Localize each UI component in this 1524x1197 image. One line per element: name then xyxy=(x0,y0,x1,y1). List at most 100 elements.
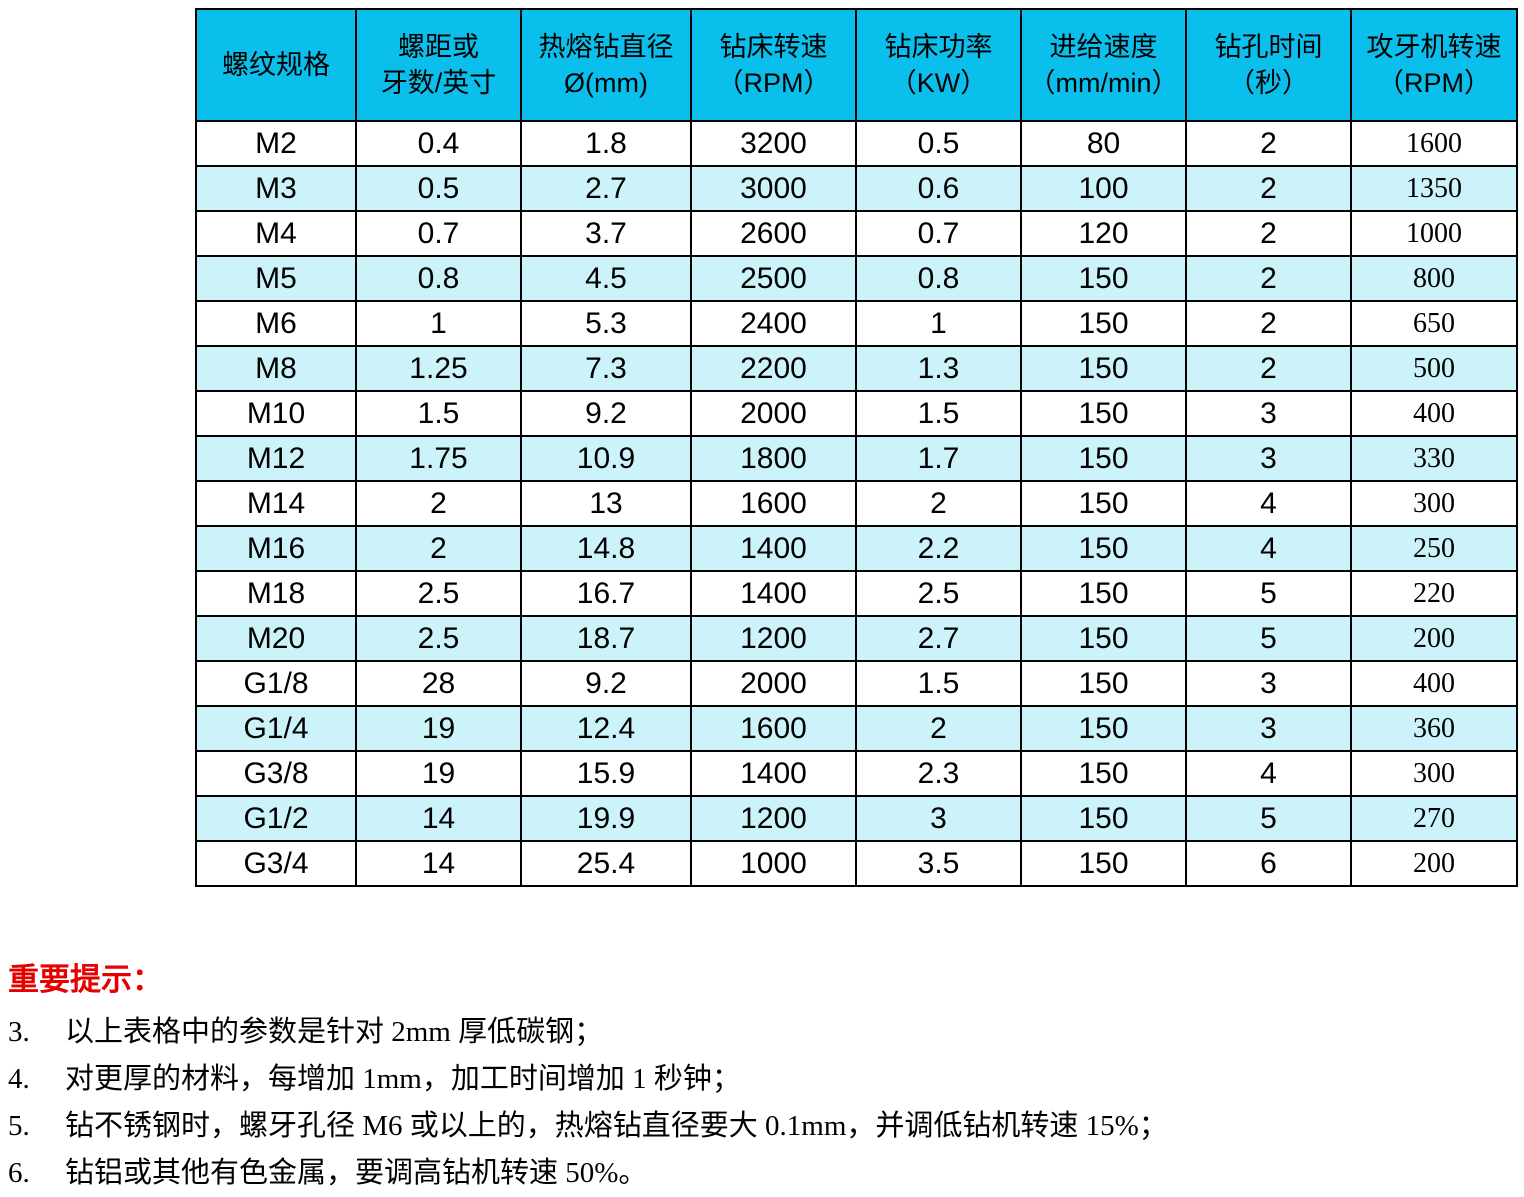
value-cell: 0.4 xyxy=(355,120,522,167)
value-cell: 7.3 xyxy=(520,345,692,392)
value-cell: 150 xyxy=(1020,300,1187,347)
value-cell: 19 xyxy=(355,750,522,797)
value-cell: 150 xyxy=(1020,705,1187,752)
value-cell: 14 xyxy=(355,795,522,842)
value-cell: 150 xyxy=(1020,840,1187,887)
value-cell: 10.9 xyxy=(520,435,692,482)
value-cell: 270 xyxy=(1350,795,1518,842)
value-cell: 150 xyxy=(1020,435,1187,482)
value-cell: 1600 xyxy=(1350,120,1518,167)
note-number: 4. xyxy=(8,1063,30,1095)
note-number: 6. xyxy=(8,1157,30,1189)
value-cell: 1.5 xyxy=(855,660,1022,707)
value-cell: 80 xyxy=(1020,120,1187,167)
value-cell: 200 xyxy=(1350,840,1518,887)
value-cell: 2000 xyxy=(690,390,857,437)
value-cell: 3 xyxy=(1185,435,1352,482)
thread-size-cell: M12 xyxy=(195,435,357,482)
value-cell: 650 xyxy=(1350,300,1518,347)
value-cell: 120 xyxy=(1020,210,1187,257)
value-cell: 19 xyxy=(355,705,522,752)
notes-section: 重要提示： 3. 以上表格中的参数是针对 2mm 厚低碳钢； 4. 对更厚的材料，每增… xyxy=(8,960,1508,1197)
value-cell: 0.5 xyxy=(355,165,522,212)
value-cell: 250 xyxy=(1350,525,1518,572)
value-cell: 150 xyxy=(1020,390,1187,437)
value-cell: 1.8 xyxy=(520,120,692,167)
value-cell: 220 xyxy=(1350,570,1518,617)
value-cell: 1400 xyxy=(690,750,857,797)
table-row: M14 2 13 1600 2 150 4 300 xyxy=(195,480,1518,527)
notes-list: 3. 以上表格中的参数是针对 2mm 厚低碳钢； 4. 对更厚的材料，每增加 1mm，… xyxy=(8,1009,1508,1197)
table-row: M6 1 5.3 2400 1 150 2 650 xyxy=(195,300,1518,347)
value-cell: 1000 xyxy=(1350,210,1518,257)
value-cell: 150 xyxy=(1020,660,1187,707)
value-cell: 28 xyxy=(355,660,522,707)
value-cell: 150 xyxy=(1020,750,1187,797)
value-cell: 1.75 xyxy=(355,435,522,482)
note-item: 3. 以上表格中的参数是针对 2mm 厚低碳钢； xyxy=(8,1009,1508,1056)
value-cell: 14 xyxy=(355,840,522,887)
value-cell: 9.2 xyxy=(520,390,692,437)
note-number: 5. xyxy=(8,1110,30,1142)
value-cell: 4 xyxy=(1185,750,1352,797)
value-cell: 1350 xyxy=(1350,165,1518,212)
value-cell: 3.7 xyxy=(520,210,692,257)
note-number: 3. xyxy=(8,1016,30,1048)
table-row: M16 2 14.8 1400 2.2 150 4 250 xyxy=(195,525,1518,572)
table-row: G1/8 28 9.2 2000 1.5 150 3 400 xyxy=(195,660,1518,707)
value-cell: 1.5 xyxy=(855,390,1022,437)
value-cell: 2 xyxy=(1185,210,1352,257)
value-cell: 1.25 xyxy=(355,345,522,392)
thread-size-cell: M14 xyxy=(195,480,357,527)
table-row: M8 1.25 7.3 2200 1.3 150 2 500 xyxy=(195,345,1518,392)
value-cell: 2 xyxy=(355,525,522,572)
value-cell: 400 xyxy=(1350,390,1518,437)
table-row: G1/4 19 12.4 1600 2 150 3 360 xyxy=(195,705,1518,752)
note-item: 4. 对更厚的材料，每增加 1mm，加工时间增加 1 秒钟； xyxy=(8,1056,1508,1103)
table-header: 螺纹规格 螺距或 牙数/英寸 热熔钻直径 Ø(mm) 钻床转速 （RPM） 钻床功率 （KW）进… xyxy=(195,8,1518,122)
table-row: G1/2 14 19.9 1200 3 150 5 270 xyxy=(195,795,1518,842)
value-cell: 3 xyxy=(1185,390,1352,437)
value-cell: 2.5 xyxy=(355,615,522,662)
table-body: M2 0.4 1.8 3200 0.5 80 2 1600 M3 0.5 2.7 3000 0.6 100… xyxy=(195,120,1518,887)
column-header-3: 热熔钻直径 Ø(mm) xyxy=(520,8,692,122)
value-cell: 12.4 xyxy=(520,705,692,752)
table-row: M20 2.5 18.7 1200 2.7 150 5 200 xyxy=(195,615,1518,662)
value-cell: 2.3 xyxy=(855,750,1022,797)
column-header-6: 进给速度 （mm/min） xyxy=(1020,8,1187,122)
value-cell: 2 xyxy=(1185,345,1352,392)
value-cell: 2.2 xyxy=(855,525,1022,572)
value-cell: 150 xyxy=(1020,525,1187,572)
value-cell: 1200 xyxy=(690,615,857,662)
note-text: 对更厚的材料，每增加 1mm，加工时间增加 1 秒钟； xyxy=(65,1063,741,1095)
table-header-row: 螺纹规格 螺距或 牙数/英寸 热熔钻直径 Ø(mm) 钻床转速 （RPM） 钻床功率 （KW）进… xyxy=(195,8,1518,122)
table-row: M4 0.7 3.7 2600 0.7 120 2 1000 xyxy=(195,210,1518,257)
value-cell: 400 xyxy=(1350,660,1518,707)
value-cell: 15.9 xyxy=(520,750,692,797)
value-cell: 1000 xyxy=(690,840,857,887)
notes-title: 重要提示： xyxy=(8,962,163,997)
table-row: M10 1.5 9.2 2000 1.5 150 3 400 xyxy=(195,390,1518,437)
thread-size-cell: G1/2 xyxy=(195,795,357,842)
value-cell: 3.5 xyxy=(855,840,1022,887)
thread-size-cell: G1/8 xyxy=(195,660,357,707)
column-header-1: 螺纹规格 xyxy=(195,8,357,122)
thread-size-cell: M5 xyxy=(195,255,357,302)
thread-size-cell: M4 xyxy=(195,210,357,257)
value-cell: 2.7 xyxy=(520,165,692,212)
value-cell: 2 xyxy=(1185,165,1352,212)
table-row: M3 0.5 2.7 3000 0.6 100 2 1350 xyxy=(195,165,1518,212)
value-cell: 300 xyxy=(1350,480,1518,527)
table-row: M18 2.5 16.7 1400 2.5 150 5 220 xyxy=(195,570,1518,617)
value-cell: 100 xyxy=(1020,165,1187,212)
value-cell: 14.8 xyxy=(520,525,692,572)
value-cell: 2 xyxy=(1185,120,1352,167)
value-cell: 4 xyxy=(1185,525,1352,572)
value-cell: 2400 xyxy=(690,300,857,347)
value-cell: 1 xyxy=(355,300,522,347)
value-cell: 0.8 xyxy=(855,255,1022,302)
value-cell: 2 xyxy=(1185,255,1352,302)
value-cell: 5 xyxy=(1185,615,1352,662)
thread-size-cell: G1/4 xyxy=(195,705,357,752)
value-cell: 1.5 xyxy=(355,390,522,437)
